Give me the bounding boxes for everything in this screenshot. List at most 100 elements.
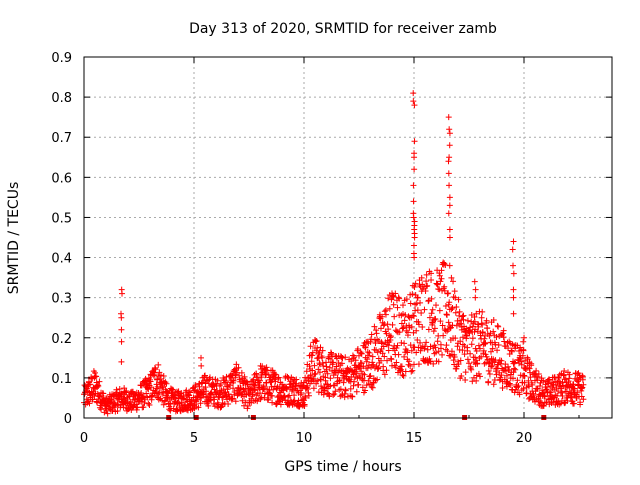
data-point [417, 299, 424, 306]
data-point [558, 389, 565, 396]
data-point [408, 368, 415, 375]
data-point [104, 410, 111, 417]
data-point [152, 366, 159, 373]
data-point [87, 381, 94, 388]
data-point [96, 393, 103, 400]
data-point [446, 234, 453, 241]
data-point [201, 372, 208, 379]
data-point [395, 294, 402, 301]
data-point [425, 297, 432, 304]
data-point [528, 362, 535, 369]
data-point [462, 376, 469, 383]
data-point [443, 311, 450, 318]
data-point [379, 350, 386, 357]
data-point [403, 296, 410, 303]
data-point [103, 407, 110, 414]
data-point [383, 367, 390, 374]
data-point [434, 281, 441, 288]
data-point [326, 364, 333, 371]
data-point [502, 368, 509, 375]
data-point [369, 384, 376, 391]
data-point [401, 317, 408, 324]
data-point [565, 378, 572, 385]
data-point [442, 303, 449, 310]
data-point [505, 363, 512, 370]
data-point [404, 349, 411, 356]
data-point [534, 373, 541, 380]
data-point [116, 386, 123, 393]
data-point [414, 307, 421, 314]
data-point [457, 338, 464, 345]
data-point [478, 353, 485, 360]
data-point [330, 392, 337, 399]
data-point [448, 306, 455, 313]
data-point [239, 397, 246, 404]
data-point [374, 366, 381, 373]
data-point [423, 271, 430, 278]
data-point [158, 372, 164, 379]
data-point [385, 295, 392, 302]
data-point [137, 391, 144, 398]
data-point [561, 367, 568, 374]
data-point [361, 371, 368, 378]
data-point [118, 358, 125, 365]
data-point [369, 353, 376, 360]
data-point [536, 398, 543, 405]
data-point [540, 403, 547, 410]
data-point [308, 358, 315, 365]
data-point [272, 371, 279, 378]
data-point [410, 90, 417, 97]
data-point [570, 381, 577, 388]
data-point [486, 332, 493, 339]
data-point [100, 390, 107, 397]
data-point [342, 354, 349, 361]
data-point [316, 369, 323, 376]
data-point [519, 352, 526, 359]
data-point [421, 306, 428, 313]
data-point [408, 323, 415, 330]
data-point [505, 345, 512, 352]
plot-frame [83, 56, 613, 419]
data-point [411, 313, 417, 320]
data-point [520, 385, 527, 392]
data-point [441, 287, 448, 294]
data-point [145, 400, 152, 407]
data-point [366, 373, 373, 380]
data-point [319, 360, 326, 367]
data-point [391, 313, 398, 320]
data-point [178, 390, 185, 397]
data-point [413, 327, 420, 334]
data-point [193, 396, 200, 403]
data-point [366, 349, 373, 356]
data-point [398, 363, 405, 370]
data-point [387, 355, 394, 362]
data-point [510, 310, 517, 317]
data-point [458, 373, 465, 380]
data-point [352, 357, 359, 364]
data-point [321, 384, 328, 391]
data-point [161, 398, 168, 405]
data-point [417, 347, 424, 354]
data-point [207, 390, 214, 397]
data-point [436, 286, 443, 293]
data-point [405, 313, 412, 320]
data-point [396, 295, 403, 302]
data-point [330, 359, 337, 366]
data-point [252, 386, 259, 393]
data-point [431, 325, 438, 332]
data-point [577, 399, 584, 406]
data-point [373, 330, 380, 337]
data-point [490, 328, 497, 335]
data-point [493, 334, 500, 341]
data-point [524, 356, 531, 363]
y-axis-label: SRMTID / TECUs [6, 182, 22, 295]
data-point [256, 384, 263, 391]
data-point [364, 365, 371, 372]
y-tick-label: 0 [64, 412, 72, 427]
data-point [192, 382, 199, 389]
data-point [422, 288, 429, 295]
data-point [459, 347, 466, 354]
data-point [521, 379, 528, 386]
data-point [402, 368, 409, 375]
